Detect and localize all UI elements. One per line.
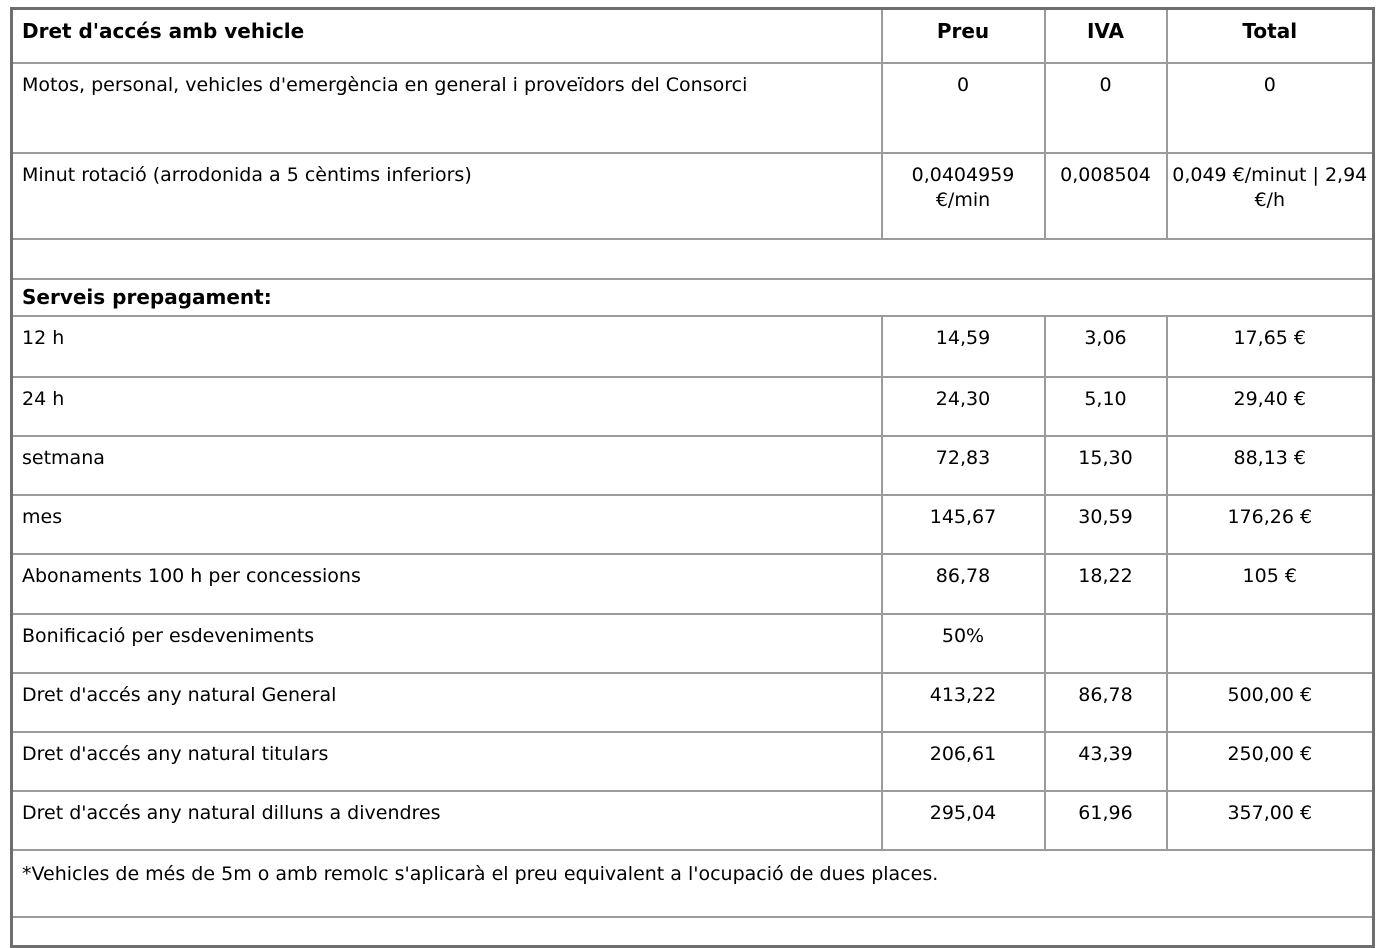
- table-row: Dret d'accés any natural General 413,22 86…: [10, 671, 1375, 733]
- total-cell: 0,049 €/minut | 2,94 €/h: [1165, 151, 1375, 240]
- table-row: Serveis prepagament:: [10, 277, 1375, 317]
- table-row: [10, 915, 1375, 948]
- total-cell: [1165, 612, 1375, 674]
- header-row: Dret d'accés amb vehicle Preu IVA Total: [10, 7, 1375, 64]
- iva-cell: 15,30: [1043, 434, 1168, 496]
- table-row: Bonificació per esdeveniments 50%: [10, 612, 1375, 674]
- total-cell: 176,26 €: [1165, 493, 1375, 555]
- preu-cell: 413,22: [880, 671, 1046, 733]
- table-row: Abonaments 100 h per concessions 86,78 18,…: [10, 552, 1375, 615]
- table-row: Dret d'accés any natural dilluns a diven…: [10, 789, 1375, 851]
- iva-cell: 61,96: [1043, 789, 1168, 851]
- preu-cell: 24,30: [880, 375, 1046, 437]
- table-row: Dret d'accés any natural titulars 206,61 4…: [10, 730, 1375, 792]
- row-label-cell: Abonaments 100 h per concessions: [10, 552, 883, 615]
- preu-cell: 206,61: [880, 730, 1046, 792]
- row-label-cell: mes: [10, 493, 883, 555]
- table-body: Motos, personal, vehicles d'emergència e…: [10, 61, 1375, 948]
- total-cell: 105 €: [1165, 552, 1375, 615]
- section-header-cell: Serveis prepagament:: [10, 277, 1375, 317]
- table-row: 12 h 14,59 3,06 17,65 €: [10, 314, 1375, 378]
- total-cell: 500,00 €: [1165, 671, 1375, 733]
- row-label-cell: Dret d'accés any natural dilluns a diven…: [10, 789, 883, 851]
- column-header-preu: Preu: [880, 7, 1046, 64]
- table-row: mes 145,67 30,59 176,26 €: [10, 493, 1375, 555]
- row-label-cell: Dret d'accés any natural General: [10, 671, 883, 733]
- iva-cell: 3,06: [1043, 314, 1168, 378]
- column-header-dret-acces: Dret d'accés amb vehicle: [10, 7, 883, 64]
- iva-cell: [1043, 612, 1168, 674]
- iva-cell: 5,10: [1043, 375, 1168, 437]
- iva-cell: 30,59: [1043, 493, 1168, 555]
- preu-cell: 0: [880, 61, 1046, 154]
- total-cell: 88,13 €: [1165, 434, 1375, 496]
- iva-cell: 43,39: [1043, 730, 1168, 792]
- row-label-cell: Minut rotació (arrodonida a 5 cèntims in…: [10, 151, 883, 240]
- iva-cell: 86,78: [1043, 671, 1168, 733]
- row-label-cell: Dret d'accés any natural titulars: [10, 730, 883, 792]
- pricing-table-container: Dret d'accés amb vehicle Preu IVA Total …: [10, 7, 1375, 948]
- preu-cell: 86,78: [880, 552, 1046, 615]
- table-row: setmana 72,83 15,30 88,13 €: [10, 434, 1375, 496]
- preu-cell: 14,59: [880, 314, 1046, 378]
- spacer-cell: [10, 915, 1375, 948]
- preu-cell: 145,67: [880, 493, 1046, 555]
- spacer-cell: [10, 237, 1375, 280]
- preu-cell: 72,83: [880, 434, 1046, 496]
- footnote-cell: *Vehicles de més de 5m o amb remolc s'ap…: [10, 848, 1375, 918]
- iva-cell: 18,22: [1043, 552, 1168, 615]
- table-row: *Vehicles de més de 5m o amb remolc s'ap…: [10, 848, 1375, 918]
- preu-cell: 295,04: [880, 789, 1046, 851]
- row-label-cell: 24 h: [10, 375, 883, 437]
- preu-cell: 50%: [880, 612, 1046, 674]
- pricing-table: Dret d'accés amb vehicle Preu IVA Total …: [10, 7, 1375, 948]
- row-label-cell: Motos, personal, vehicles d'emergència e…: [10, 61, 883, 154]
- iva-cell: 0,008504: [1043, 151, 1168, 240]
- total-cell: 357,00 €: [1165, 789, 1375, 851]
- row-label-cell: 12 h: [10, 314, 883, 378]
- total-cell: 0: [1165, 61, 1375, 154]
- table-header: Dret d'accés amb vehicle Preu IVA Total: [10, 7, 1375, 64]
- table-row: Motos, personal, vehicles d'emergència e…: [10, 61, 1375, 154]
- row-label-cell: setmana: [10, 434, 883, 496]
- table-row: Minut rotació (arrodonida a 5 cèntims in…: [10, 151, 1375, 240]
- total-cell: 250,00 €: [1165, 730, 1375, 792]
- table-row: [10, 237, 1375, 280]
- total-cell: 17,65 €: [1165, 314, 1375, 378]
- preu-cell: 0,0404959 €/min: [880, 151, 1046, 240]
- total-cell: 29,40 €: [1165, 375, 1375, 437]
- column-header-total: Total: [1165, 7, 1375, 64]
- table-row: 24 h 24,30 5,10 29,40 €: [10, 375, 1375, 437]
- iva-cell: 0: [1043, 61, 1168, 154]
- column-header-iva: IVA: [1043, 7, 1168, 64]
- row-label-cell: Bonificació per esdeveniments: [10, 612, 883, 674]
